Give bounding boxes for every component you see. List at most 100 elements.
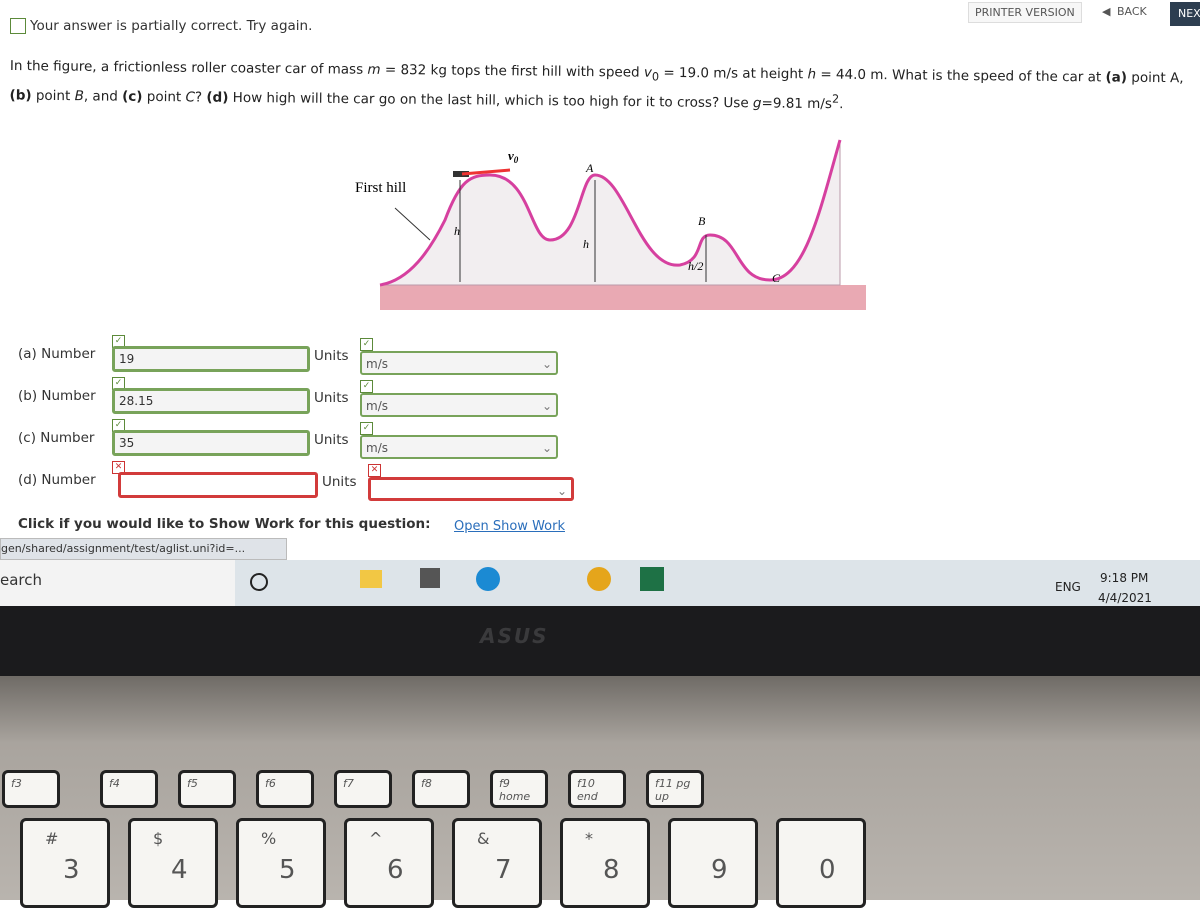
key: f5: [178, 770, 236, 808]
brand: ASUS: [480, 624, 549, 648]
answer-value: 35: [119, 436, 135, 450]
explorer[interactable]: [360, 570, 382, 588]
units-select[interactable]: m/s ⌄: [360, 393, 558, 417]
store[interactable]: [420, 568, 440, 588]
key-symbol: %: [261, 829, 277, 848]
back-arrow: ◀: [1102, 5, 1111, 18]
car: [453, 171, 469, 177]
question-part: .: [839, 95, 844, 112]
question-part: In the figure, a frictionless roller coa…: [9, 57, 368, 78]
key: f11 pg up: [646, 770, 704, 808]
bezel: [0, 606, 1200, 676]
x-icon: ✕: [368, 464, 381, 477]
key: f8: [412, 770, 470, 808]
date[interactable]: 4/4/2021: [1098, 591, 1152, 605]
answer-value: 19: [119, 352, 135, 366]
key: f6: [256, 770, 314, 808]
x-icon: ✕: [112, 461, 125, 474]
key: f7: [334, 770, 392, 808]
cortana[interactable]: [250, 573, 268, 591]
units-value: m/s: [366, 399, 388, 413]
key-symbol: *: [585, 829, 593, 848]
lang[interactable]: ENG: [1055, 580, 1081, 594]
key: f9 home: [490, 770, 548, 808]
question: In the figure, a frictionless roller coa…: [9, 56, 1184, 117]
number-input[interactable]: 19: [112, 346, 310, 372]
units-select[interactable]: m/s ⌄: [360, 435, 558, 459]
question-part: , and: [83, 87, 123, 105]
question-part: (c): [122, 88, 143, 105]
question-part: g: [752, 94, 762, 112]
check-icon: ✓: [360, 338, 373, 351]
units-label: Units: [314, 390, 349, 406]
question-part: ?: [194, 89, 207, 106]
answer-label: (b) Number: [18, 388, 96, 404]
dropdown-arrow: ⌄: [541, 357, 552, 371]
pointer: [394, 207, 431, 241]
show-work-prompt: Click if you would like to Show Work for…: [18, 516, 431, 532]
check-icon: ✓: [360, 422, 373, 435]
key-symbol: &: [477, 829, 490, 848]
check-icon: ✓: [360, 380, 373, 393]
excel[interactable]: [640, 567, 664, 591]
key-digit: 9: [711, 855, 728, 885]
number-input[interactable]: 35: [112, 430, 310, 456]
dropdown-arrow: ⌄: [556, 484, 567, 498]
show-work-link[interactable]: Open Show Work: [454, 519, 565, 534]
question-part: = 19.0 m/s at height: [658, 64, 808, 83]
point-b: B: [698, 214, 706, 228]
answer-label: (c) Number: [18, 430, 95, 446]
velocity-arrow: [461, 168, 511, 176]
question-part: (b): [9, 87, 32, 104]
key: & 7: [452, 818, 542, 908]
question-part: point: [31, 87, 75, 104]
key-symbol: ^: [369, 829, 383, 848]
answer-label: (d) Number: [18, 472, 96, 488]
number-input[interactable]: [118, 472, 318, 498]
point-a: A: [585, 161, 594, 175]
ground: [380, 285, 866, 310]
status-url: gen/shared/assignment/test/aglist.uni?id…: [0, 538, 287, 560]
units-value: m/s: [366, 357, 388, 371]
key: % 5: [236, 818, 326, 908]
units-select[interactable]: ⌄: [368, 477, 574, 501]
figure: First hill v0 h h A B h/2 C: [355, 139, 866, 310]
question-part: m: [367, 61, 381, 78]
key: f10 end: [568, 770, 626, 808]
key: 9: [668, 818, 758, 908]
number-input[interactable]: 28.15: [112, 388, 310, 414]
units-select[interactable]: m/s ⌄: [360, 351, 558, 375]
h-label: h: [454, 224, 460, 238]
key-digit: 7: [495, 855, 512, 885]
key-digit: 5: [279, 855, 296, 885]
edge[interactable]: [476, 567, 500, 591]
dropdown-arrow: ⌄: [541, 441, 552, 455]
key-digit: 3: [63, 855, 80, 885]
units-label: Units: [314, 432, 349, 448]
question-part: point: [142, 88, 186, 106]
printer-version[interactable]: PRINTER VERSION: [968, 2, 1082, 23]
half-label: h/2: [688, 259, 703, 273]
v0: v0: [508, 148, 519, 165]
dropdown-arrow: ⌄: [541, 399, 552, 413]
key: ^ 6: [344, 818, 434, 908]
back[interactable]: BACK: [1117, 5, 1147, 18]
key: f3: [2, 770, 60, 808]
key: * 8: [560, 818, 650, 908]
key-symbol: $: [153, 829, 164, 848]
h-label: h: [583, 237, 589, 251]
time[interactable]: 9:18 PM: [1100, 571, 1149, 585]
key-digit: 8: [603, 855, 620, 885]
units-value: m/s: [366, 441, 388, 455]
key: 0: [776, 818, 866, 908]
key: f4: [100, 770, 158, 808]
search[interactable]: earch: [0, 560, 235, 606]
next[interactable]: NEX: [1170, 2, 1200, 26]
question-part: (a): [1105, 69, 1128, 86]
key-digit: 0: [819, 855, 836, 885]
key-digit: 4: [171, 855, 188, 885]
track: [379, 139, 842, 287]
chrome[interactable]: [587, 567, 611, 591]
answer-value: 28.15: [119, 394, 154, 408]
